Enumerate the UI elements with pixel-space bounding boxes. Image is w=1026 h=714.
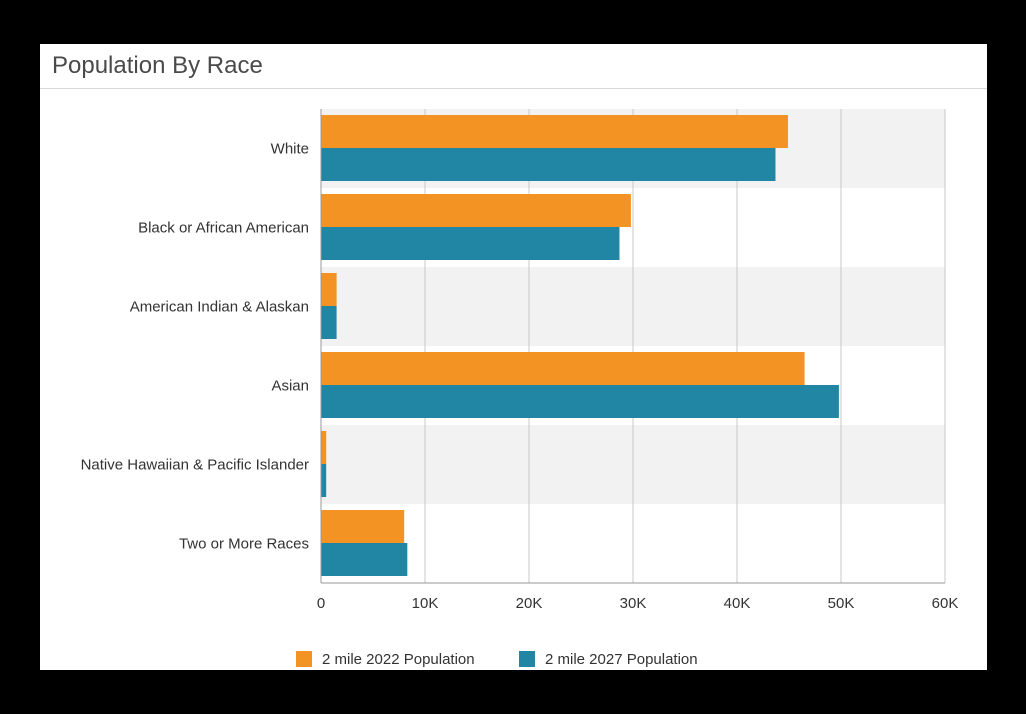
bar-2022[interactable] [321,510,405,543]
bar-2027[interactable] [321,543,408,576]
bar-2027[interactable] [321,227,620,260]
x-tick-label: 60K [932,595,959,612]
gridlines [424,109,946,583]
bar-2022[interactable] [321,273,337,306]
category-label: Asian [271,378,309,395]
tick-labels: 0 10K 20K 30K 40K 50K 60K [317,595,959,612]
bar-2022[interactable] [321,194,631,227]
population-by-race-chart: White Black or African American American I… [81,109,959,668]
legend-item-2022[interactable]: 2 mile 2022 Population [296,651,475,668]
bars [321,115,839,576]
legend-label: 2 mile 2027 Population [545,651,698,668]
legend: 2 mile 2022 Population 2 mile 2027 Popula… [296,651,698,668]
legend-swatch [519,651,535,667]
chart-panel: Population By Race White Black or African… [40,44,987,670]
x-tick-label: 50K [828,595,855,612]
panel-title: Population By Race [52,52,263,79]
bar-2022[interactable] [321,352,805,385]
x-tick-label: 40K [724,595,751,612]
x-tick-label: 0 [317,595,325,612]
bar-2027[interactable] [321,464,327,497]
category-label: American Indian & Alaskan [130,299,309,316]
legend-label: 2 mile 2022 Population [322,651,475,668]
panel-header: Population By Race [40,44,987,89]
bar-2022[interactable] [321,431,327,464]
bar-2027[interactable] [321,306,337,339]
bar-2022[interactable] [321,115,788,148]
bar-2027[interactable] [321,148,776,181]
category-label: Black or African American [138,220,309,237]
legend-swatch [296,651,312,667]
x-tick-label: 30K [620,595,647,612]
x-tick-label: 20K [516,595,543,612]
x-tick-label: 10K [412,595,439,612]
bar-2027[interactable] [321,385,839,418]
category-label: White [271,141,309,158]
category-labels: White Black or African American American I… [81,141,309,553]
category-label: Two or More Races [179,536,309,553]
legend-item-2027[interactable]: 2 mile 2027 Population [519,651,698,668]
category-label: Native Hawaiian & Pacific Islander [81,457,309,474]
axis [320,109,945,584]
